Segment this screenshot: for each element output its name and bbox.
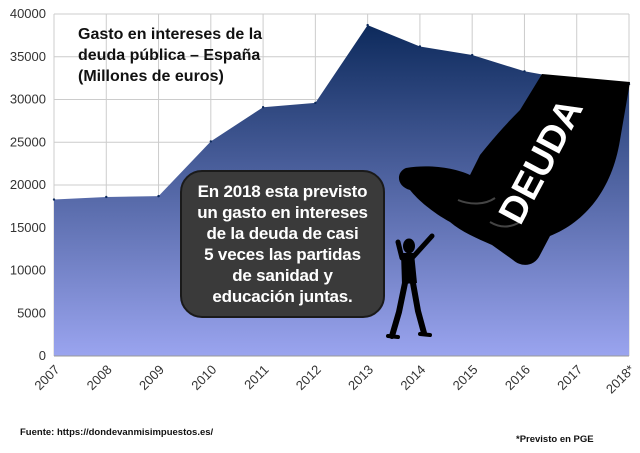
data-point [314, 101, 317, 105]
forecast-note: *Previsto en PGE [516, 434, 594, 445]
x-tick-label: 2018* [603, 362, 638, 397]
callout-box: En 2018 esta previsto un gasto en intere… [180, 170, 385, 318]
y-tick-label: 20000 [10, 177, 46, 192]
x-tick-label: 2014 [397, 362, 428, 393]
callout-text: En 2018 esta previsto un gasto en intere… [197, 182, 368, 306]
y-tick-label: 25000 [10, 134, 46, 149]
person-icon [386, 233, 435, 339]
y-tick-label: 10000 [10, 263, 46, 278]
x-tick-label: 2008 [84, 362, 115, 393]
y-tick-label: 35000 [10, 49, 46, 64]
data-point [52, 198, 56, 201]
chart-title: Gasto en intereses de la deuda pública – … [78, 26, 262, 85]
data-point [157, 194, 160, 198]
data-point [470, 53, 474, 57]
y-tick-label: 5000 [17, 305, 46, 320]
x-tick-label: 2012 [293, 362, 324, 393]
x-tick-label: 2009 [136, 362, 167, 393]
y-tick-label: 0 [39, 348, 46, 363]
x-tick-label: 2010 [188, 362, 219, 393]
data-point [418, 45, 422, 48]
data-point [209, 140, 213, 143]
x-tick-label: 2007 [31, 362, 62, 393]
source-note: Fuente: https://dondevanmisimpuestos.es/ [20, 427, 214, 438]
y-tick-label: 30000 [10, 92, 46, 107]
x-tick-label: 2011 [241, 362, 271, 392]
data-point [366, 23, 369, 27]
y-tick-label: 40000 [10, 6, 46, 21]
x-tick-label: 2015 [450, 362, 481, 393]
x-tick-label: 2017 [554, 362, 585, 393]
data-point [261, 105, 265, 109]
x-tick-label: 2016 [502, 362, 533, 393]
data-point [105, 195, 108, 199]
data-point [523, 70, 526, 73]
y-tick-label: 15000 [10, 220, 46, 235]
x-tick-label: 2013 [345, 362, 376, 393]
